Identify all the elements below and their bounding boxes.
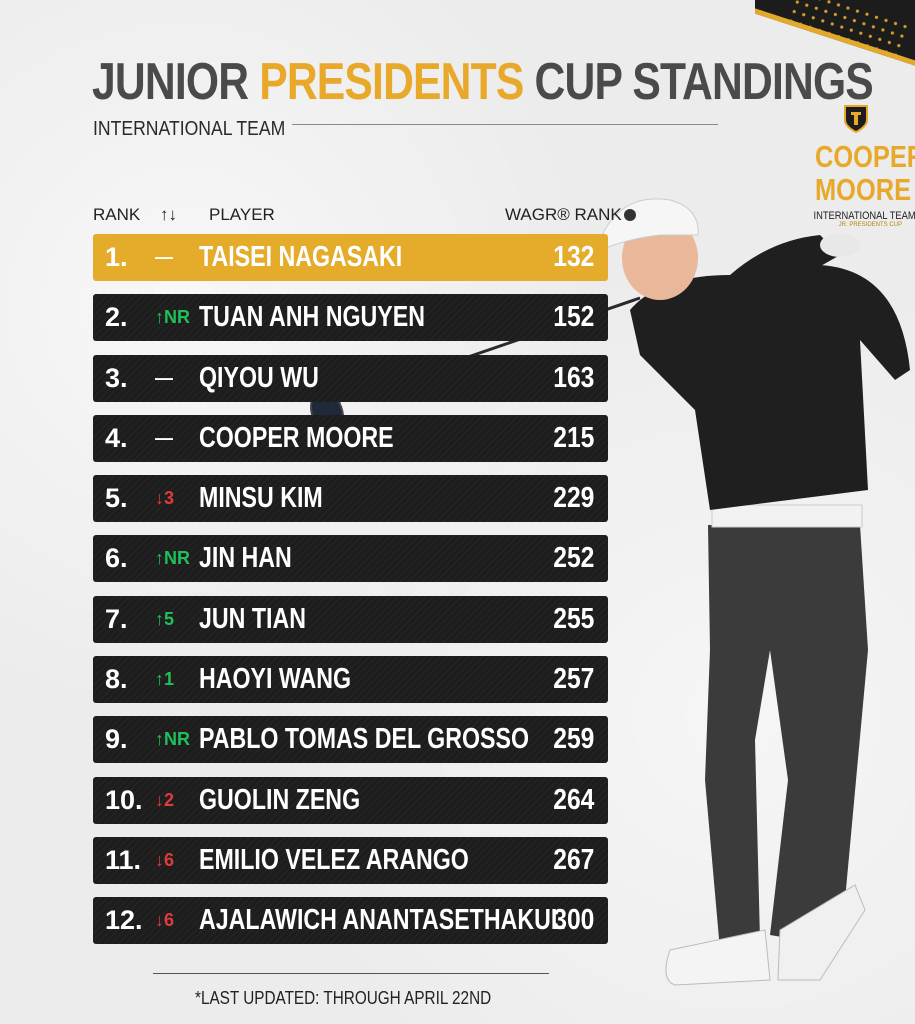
standings-row: 5. ↓3 MINSU KIM 229 <box>93 475 608 523</box>
row-rank: 5. <box>105 483 128 514</box>
row-player: EMILIO VELEZ ARANGO <box>199 843 469 876</box>
page-title: JUNIOR PRESIDENTS CUP STANDINGS <box>92 52 874 112</box>
row-wagr: 255 <box>552 602 594 635</box>
title-part2: CUP STANDINGS <box>523 53 874 111</box>
row-rank: 4. <box>105 422 128 453</box>
row-movement: — <box>155 247 173 267</box>
row-wagr: 229 <box>552 482 594 515</box>
row-player: COOPER MOORE <box>199 421 394 454</box>
row-rank: 6. <box>105 543 128 574</box>
row-player: TAISEI NAGASAKI <box>199 241 403 273</box>
column-header-wagr: WAGR® RANK <box>505 205 622 224</box>
standings-row: 2. ↑NR TUAN ANH NGUYEN 152 <box>93 294 608 342</box>
row-rank: 3. <box>105 362 128 393</box>
row-movement: ↓2 <box>155 789 175 810</box>
row-player: JUN TIAN <box>199 602 306 635</box>
standings-row: 10. ↓2 GUOLIN ZENG 264 <box>93 776 608 824</box>
standings-row: 1. — TAISEI NAGASAKI 132 <box>93 234 608 281</box>
row-movement: ↑1 <box>155 669 175 690</box>
row-player: GUOLIN ZENG <box>199 783 361 816</box>
row-wagr: 267 <box>552 843 594 876</box>
row-rank: 1. <box>105 242 128 272</box>
row-player: PABLO TOMAS DEL GROSSO <box>199 723 529 756</box>
row-wagr: 264 <box>552 783 594 816</box>
row-player: HAOYI WANG <box>199 663 352 696</box>
subtitle-divider <box>292 124 718 125</box>
row-rank: 8. <box>105 664 128 695</box>
standings-row: 11. ↓6 EMILIO VELEZ ARANGO 267 <box>93 836 608 884</box>
row-wagr: 300 <box>552 904 594 937</box>
row-player: JIN HAN <box>199 542 292 575</box>
row-player: AJALAWICH ANANTASETHAKUL <box>199 904 566 937</box>
title-part1: JUNIOR <box>92 53 260 111</box>
standings-row: 12. ↓6 AJALAWICH ANANTASETHAKUL 300 <box>93 897 608 945</box>
featured-player-badge: COOPER MOORE INTERNATIONAL TEAM JR. PRES… <box>806 104 915 228</box>
badge-name-line2: MOORE <box>815 172 912 207</box>
row-movement: ↑NR <box>155 548 190 569</box>
row-wagr: 215 <box>552 421 594 454</box>
row-rank: 2. <box>105 302 128 333</box>
standings-row: 3. — QIYOU WU 163 <box>93 354 608 402</box>
footer-divider <box>153 973 549 974</box>
row-wagr: 163 <box>552 361 594 394</box>
standings-row: 6. ↑NR JIN HAN 252 <box>93 535 608 583</box>
row-rank: 11. <box>105 844 142 875</box>
standings-row: 7. ↑5 JUN TIAN 255 <box>93 595 608 643</box>
column-header-player: PLAYER <box>209 205 275 224</box>
footer-note: *LAST UPDATED: THROUGH APRIL 22ND <box>195 988 492 1008</box>
row-movement: ↑NR <box>155 729 190 750</box>
row-wagr: 259 <box>552 723 594 756</box>
row-movement: ↓3 <box>155 488 175 509</box>
standings-row: 4. — COOPER MOORE 215 <box>93 414 608 462</box>
standings-list: 1. — TAISEI NAGASAKI 132 2. ↑NR TUAN ANH… <box>93 234 608 958</box>
badge-team: INTERNATIONAL TEAM <box>813 210 915 222</box>
row-rank: 10. <box>105 784 143 815</box>
standings-row: 8. ↑1 HAOYI WANG 257 <box>93 656 608 704</box>
row-wagr: 252 <box>552 542 594 575</box>
shield-logo-icon <box>843 104 869 134</box>
row-wagr: 152 <box>552 301 594 334</box>
row-player: TUAN ANH NGUYEN <box>199 301 425 334</box>
row-rank: 7. <box>105 603 128 634</box>
title-highlight: PRESIDENTS <box>259 53 524 111</box>
row-player: MINSU KIM <box>199 482 323 515</box>
row-player: QIYOU WU <box>199 361 319 394</box>
row-movement: ↓6 <box>155 910 175 931</box>
row-movement: ↑NR <box>155 307 190 328</box>
row-rank: 9. <box>105 724 128 755</box>
row-movement: ↑5 <box>155 608 175 629</box>
standings-row: 9. ↑NR PABLO TOMAS DEL GROSSO 259 <box>93 716 608 764</box>
column-header-movement: ↑↓ <box>160 205 177 224</box>
row-movement: — <box>155 367 173 388</box>
row-movement: — <box>155 427 173 448</box>
golfer-photo <box>310 198 910 986</box>
row-wagr: 132 <box>552 241 594 273</box>
page-subtitle: INTERNATIONAL TEAM <box>93 118 286 140</box>
row-wagr: 257 <box>552 663 594 696</box>
badge-cup: JR. PRESIDENTS CUP <box>838 222 902 228</box>
column-header-rank: RANK <box>93 205 141 224</box>
row-rank: 12. <box>105 905 143 936</box>
badge-name-line1: COOPER <box>815 139 915 174</box>
row-movement: ↓6 <box>155 849 175 870</box>
